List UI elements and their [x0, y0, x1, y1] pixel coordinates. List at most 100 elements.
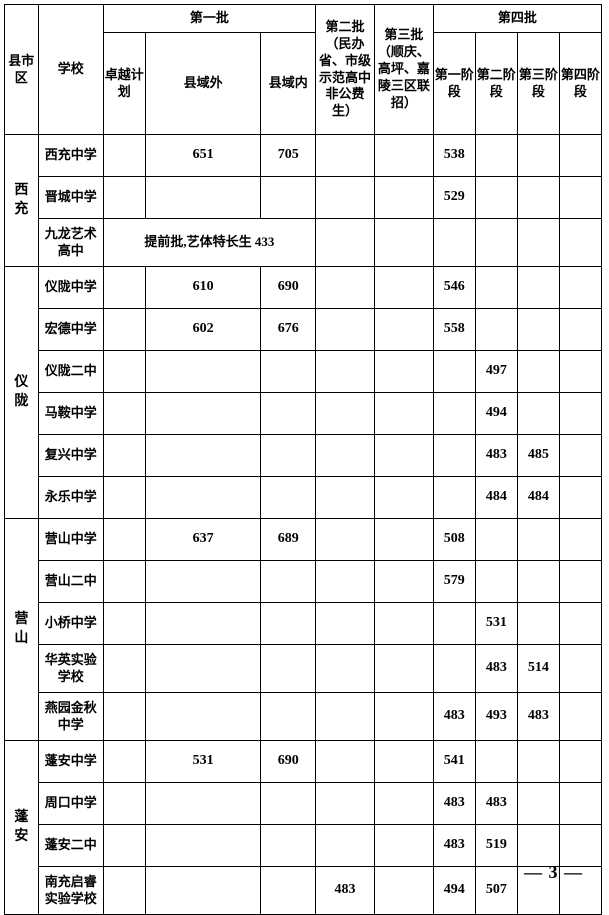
value-cell [316, 561, 375, 603]
table-row: 小桥中学531 [5, 603, 602, 645]
value-cell [316, 519, 375, 561]
value-cell [559, 783, 601, 825]
th-batch4: 第四批 [433, 5, 601, 33]
value-cell [103, 603, 145, 645]
value-cell [559, 177, 601, 219]
value-cell [103, 309, 145, 351]
school-cell: 营山二中 [38, 561, 103, 603]
value-cell [559, 435, 601, 477]
table-row: 南充启睿实验学校483494507 [5, 867, 602, 915]
value-cell [103, 435, 145, 477]
school-cell: 永乐中学 [38, 477, 103, 519]
table-row: 宏德中学602676558 [5, 309, 602, 351]
value-cell [374, 561, 433, 603]
value-cell: 494 [475, 393, 517, 435]
value-cell [374, 135, 433, 177]
value-cell [261, 477, 316, 519]
value-cell [559, 741, 601, 783]
county-cell: 蓬安 [5, 741, 39, 915]
value-cell [261, 783, 316, 825]
value-cell [103, 393, 145, 435]
value-cell [559, 267, 601, 309]
value-cell: 484 [475, 477, 517, 519]
value-cell [145, 477, 261, 519]
school-cell: 仪陇中学 [38, 267, 103, 309]
value-cell [374, 519, 433, 561]
value-cell [145, 783, 261, 825]
county-cell: 仪陇 [5, 267, 39, 519]
county-cell: 西充 [5, 135, 39, 267]
value-cell [261, 351, 316, 393]
school-cell: 南充启睿实验学校 [38, 867, 103, 915]
value-cell [559, 393, 601, 435]
value-cell [316, 267, 375, 309]
value-cell [559, 645, 601, 693]
school-cell: 九龙艺术高中 [38, 219, 103, 267]
table-row: 西充西充中学651705538 [5, 135, 602, 177]
value-cell [559, 693, 601, 741]
value-cell [517, 177, 559, 219]
value-cell [316, 393, 375, 435]
value-cell [103, 645, 145, 693]
value-cell [103, 351, 145, 393]
value-cell: 483 [433, 693, 475, 741]
value-cell: 483 [475, 645, 517, 693]
value-cell [374, 219, 433, 267]
value-cell [475, 519, 517, 561]
value-cell [374, 783, 433, 825]
value-cell [374, 351, 433, 393]
page-number: — 3 — [524, 862, 583, 883]
value-cell [145, 561, 261, 603]
value-cell [433, 351, 475, 393]
value-cell: 558 [433, 309, 475, 351]
scores-table: 县市区 学校 第一批 第二批（民办省、市级示范高中非公费生） 第三批（顺庆、高坪… [4, 4, 602, 915]
value-cell [559, 135, 601, 177]
table-row: 营山二中579 [5, 561, 602, 603]
value-cell [261, 693, 316, 741]
value-cell [433, 603, 475, 645]
value-cell [316, 603, 375, 645]
table-row: 九龙艺术高中提前批,艺体特长生 433 [5, 219, 602, 267]
value-cell [517, 351, 559, 393]
value-cell: 676 [261, 309, 316, 351]
table-row: 永乐中学 484484 [5, 477, 602, 519]
value-cell [103, 693, 145, 741]
value-cell: 483 [475, 435, 517, 477]
value-cell [261, 393, 316, 435]
value-cell: 637 [145, 519, 261, 561]
value-cell [261, 603, 316, 645]
school-cell: 蓬安中学 [38, 741, 103, 783]
value-cell [145, 867, 261, 915]
table-row: 蓬安二中483519 [5, 825, 602, 867]
value-cell: 538 [433, 135, 475, 177]
school-cell: 周口中学 [38, 783, 103, 825]
table-row: 蓬安蓬安中学531690541 [5, 741, 602, 783]
value-cell [433, 645, 475, 693]
value-cell [261, 561, 316, 603]
table-row: 华英实验学校483514 [5, 645, 602, 693]
value-cell [517, 603, 559, 645]
value-cell [145, 645, 261, 693]
value-cell: 497 [475, 351, 517, 393]
value-cell: 483 [433, 783, 475, 825]
value-cell [517, 825, 559, 867]
value-cell: 484 [517, 477, 559, 519]
value-cell [316, 435, 375, 477]
value-cell [559, 477, 601, 519]
value-cell: 531 [145, 741, 261, 783]
value-cell [316, 351, 375, 393]
value-cell [103, 177, 145, 219]
school-cell: 复兴中学 [38, 435, 103, 477]
value-cell [517, 309, 559, 351]
value-cell: 483 [517, 693, 559, 741]
value-cell [475, 741, 517, 783]
value-cell: 689 [261, 519, 316, 561]
value-cell: 651 [145, 135, 261, 177]
value-cell [103, 741, 145, 783]
value-cell [145, 603, 261, 645]
value-cell: 690 [261, 741, 316, 783]
note-cell: 提前批,艺体特长生 433 [103, 219, 315, 267]
value-cell [374, 477, 433, 519]
school-cell: 营山中学 [38, 519, 103, 561]
value-cell [316, 477, 375, 519]
